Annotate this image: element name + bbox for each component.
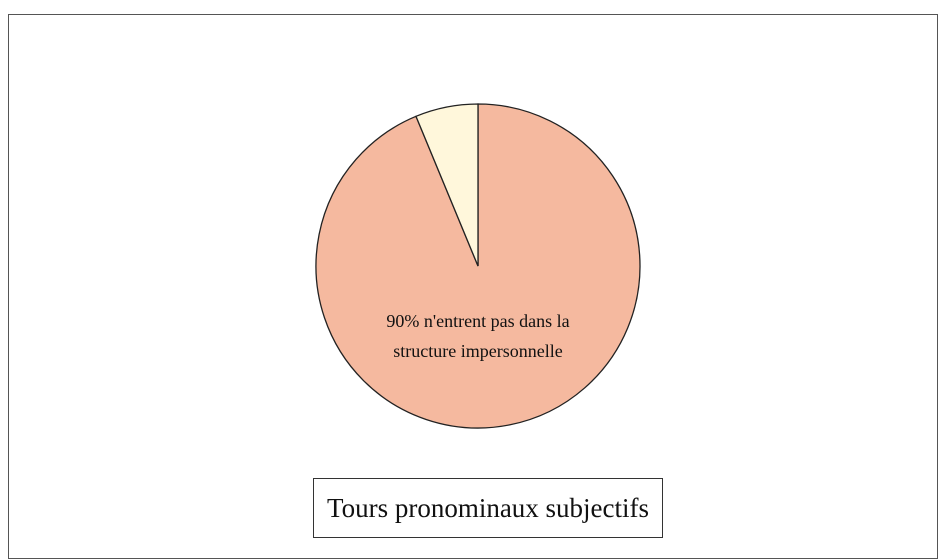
slice-label: 90% n'entrent pas dans la structure impe… xyxy=(386,311,570,361)
chart-title: Tours pronominaux subjectifs xyxy=(313,478,663,538)
pie-slice xyxy=(415,103,479,267)
